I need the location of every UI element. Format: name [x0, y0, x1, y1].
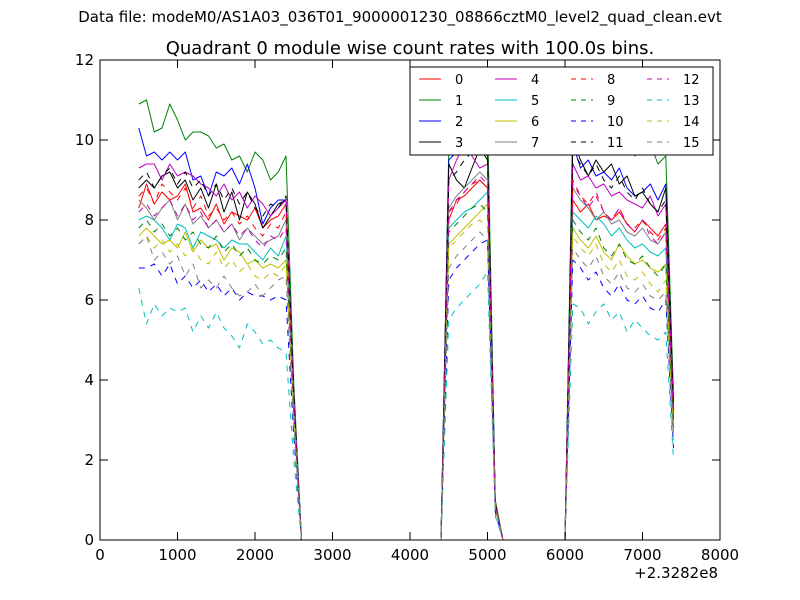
x-tick-label: 0: [95, 546, 105, 564]
series-line-9: [138, 203, 674, 541]
x-tick-label: 6000: [546, 546, 584, 564]
x-tick-label: 8000: [701, 546, 739, 564]
series-line-6: [138, 203, 674, 541]
series-line-12: [138, 175, 674, 541]
y-tick-label: 2: [84, 451, 94, 469]
legend-label-4: 4: [531, 73, 539, 88]
legend-label-1: 1: [455, 94, 463, 109]
y-tick-label: 8: [84, 211, 94, 229]
series-line-15: [138, 231, 674, 541]
legend-label-3: 3: [455, 136, 463, 151]
series-line-0: [138, 179, 674, 541]
chart-title: Quadrant 0 module wise count rates with …: [166, 38, 655, 59]
series-line-3: [138, 139, 674, 541]
x-tick-label: 5000: [468, 546, 506, 564]
series-line-2: [138, 127, 674, 541]
y-tick-label: 4: [84, 371, 94, 389]
x-tick-label: 1000: [158, 546, 196, 564]
legend-label-12: 12: [683, 73, 700, 88]
legend-label-5: 5: [531, 94, 539, 109]
x-tick-label: 3000: [313, 546, 351, 564]
series-line-7: [138, 171, 674, 541]
y-tick-label: 6: [84, 291, 94, 309]
series-line-11: [138, 143, 674, 541]
series-line-5: [138, 191, 674, 541]
legend-label-2: 2: [455, 115, 463, 130]
data-file-caption: Data file: modeM0/AS1A03_036T01_90000012…: [78, 8, 722, 26]
y-tick-label: 0: [84, 531, 94, 549]
legend-label-13: 13: [683, 94, 700, 109]
y-tick-label: 12: [75, 51, 94, 69]
series-line-10: [138, 239, 674, 541]
legend-label-14: 14: [683, 115, 700, 130]
series-line-8: [138, 179, 674, 541]
legend-label-8: 8: [607, 73, 615, 88]
legend-label-7: 7: [531, 136, 539, 151]
x-tick-label: 4000: [391, 546, 429, 564]
x-tick-label: 7000: [623, 546, 661, 564]
legend-label-6: 6: [531, 115, 539, 130]
series-line-4: [138, 143, 674, 541]
legend-label-11: 11: [607, 136, 624, 151]
legend-box: [409, 66, 714, 156]
legend-label-0: 0: [455, 73, 463, 88]
y-tick-label: 10: [75, 131, 94, 149]
plot-series: [138, 99, 674, 541]
legend-label-9: 9: [607, 94, 615, 109]
series-line-14: [138, 219, 674, 541]
series-line-13: [138, 271, 674, 541]
legend-label-15: 15: [683, 136, 700, 151]
x-tick-label: 2000: [236, 546, 274, 564]
legend-label-10: 10: [607, 115, 624, 130]
x-offset-label: +2.3282e8: [634, 564, 718, 582]
